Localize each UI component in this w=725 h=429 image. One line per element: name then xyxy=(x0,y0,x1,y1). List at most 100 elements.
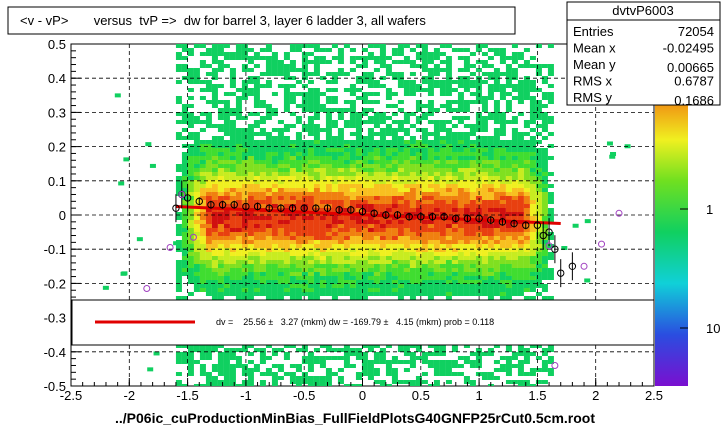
heatmap-cell xyxy=(289,44,296,48)
heatmap-cell xyxy=(391,148,398,152)
heatmap-cell xyxy=(181,200,188,204)
heatmap-cell xyxy=(385,280,392,284)
heatmap-cell xyxy=(451,212,458,216)
outlier-point xyxy=(143,285,151,293)
heatmap-cell xyxy=(361,60,368,64)
heatmap-cell xyxy=(391,248,398,252)
heatmap-cell xyxy=(283,372,290,376)
heatmap-cell xyxy=(223,264,230,268)
heatmap-cell xyxy=(475,356,482,360)
heatmap-cell xyxy=(421,228,428,232)
heatmap-cell xyxy=(385,92,392,96)
heatmap-cell xyxy=(307,292,314,296)
heatmap-cell xyxy=(205,216,212,220)
heatmap-cell xyxy=(463,284,470,288)
heatmap-cell xyxy=(481,276,488,280)
heatmap-cell xyxy=(301,184,308,188)
heatmap-cell xyxy=(187,88,194,92)
heatmap-cell xyxy=(391,208,398,212)
heatmap-cell xyxy=(331,164,338,168)
heatmap-cell xyxy=(277,224,284,228)
heatmap-cell xyxy=(397,136,404,140)
heatmap-cell xyxy=(529,224,536,228)
heatmap-cell xyxy=(205,116,212,120)
heatmap-cell xyxy=(481,100,488,104)
heatmap-cell xyxy=(445,164,452,168)
heatmap-cell xyxy=(259,220,266,224)
heatmap-cell xyxy=(523,288,530,292)
heatmap-cell xyxy=(289,64,296,68)
heatmap-cell xyxy=(325,368,332,372)
heatmap-cell xyxy=(187,348,194,352)
heatmap-cell xyxy=(343,228,350,232)
heatmap-cell xyxy=(265,280,272,284)
heatmap-cell xyxy=(211,212,218,216)
heatmap-cell xyxy=(289,48,296,52)
heatmap-cell xyxy=(391,140,398,144)
heatmap-cell xyxy=(505,144,512,148)
heatmap-cell xyxy=(307,244,314,248)
heatmap-cell xyxy=(373,252,380,256)
heatmap-cell xyxy=(199,260,206,264)
heatmap-cell xyxy=(193,120,200,124)
heatmap-cell xyxy=(439,44,446,48)
heatmap-cell xyxy=(181,236,188,240)
heatmap-cell xyxy=(295,264,302,268)
heatmap-cell xyxy=(409,180,416,184)
heatmap-cell xyxy=(199,44,206,48)
heatmap-cell xyxy=(415,156,422,160)
heatmap-cell xyxy=(223,172,230,176)
heatmap-cell xyxy=(283,104,290,108)
heatmap-cell xyxy=(283,156,290,160)
heatmap-cell xyxy=(403,248,410,252)
heatmap-cell xyxy=(469,148,476,152)
heatmap-cell xyxy=(511,44,518,48)
heatmap-cell xyxy=(445,200,452,204)
heatmap-cell xyxy=(451,348,458,352)
heatmap-cell xyxy=(487,280,494,284)
heatmap-cell xyxy=(247,280,254,284)
heatmap-cell xyxy=(493,252,500,256)
heatmap-cell xyxy=(355,128,362,132)
heatmap-cell xyxy=(175,284,182,288)
heatmap-cell xyxy=(295,228,302,232)
heatmap-cell xyxy=(541,348,548,352)
heatmap-cell xyxy=(307,216,314,220)
heatmap-cell xyxy=(259,268,266,272)
heatmap-cell xyxy=(337,276,344,280)
heatmap-cell xyxy=(541,232,548,236)
heatmap-cell xyxy=(271,160,278,164)
heatmap-cell xyxy=(421,52,428,56)
heatmap-cell xyxy=(193,116,200,120)
heatmap-cell xyxy=(541,116,548,120)
heatmap-cell xyxy=(247,200,254,204)
heatmap-cell xyxy=(421,220,428,224)
heatmap-cell xyxy=(181,108,188,112)
heatmap-cell xyxy=(439,80,446,84)
heatmap-cell xyxy=(259,144,266,148)
heatmap-cell xyxy=(241,132,248,136)
heatmap-cell xyxy=(445,264,452,268)
heatmap-cell xyxy=(235,272,242,276)
heatmap-cell xyxy=(493,208,500,212)
heatmap-cell xyxy=(175,272,182,276)
heatmap-cell xyxy=(181,244,188,248)
heatmap-cell xyxy=(373,216,380,220)
heatmap-cell xyxy=(211,272,218,276)
heatmap-cell xyxy=(517,208,524,212)
heatmap-cell xyxy=(259,212,266,216)
heatmap-cell xyxy=(235,44,242,48)
heatmap-cell xyxy=(187,192,194,196)
heatmap-cell xyxy=(271,196,278,200)
heatmap-cell xyxy=(391,240,398,244)
heatmap-cell xyxy=(463,104,470,108)
profile-point xyxy=(288,204,297,212)
heatmap-cell xyxy=(223,352,230,356)
heatmap-cell xyxy=(529,96,536,100)
heatmap-cell xyxy=(349,196,356,200)
heatmap-cell xyxy=(229,92,236,96)
heatmap-cell xyxy=(505,92,512,96)
heatmap-cell xyxy=(439,268,446,272)
heatmap-cell xyxy=(439,364,446,368)
heatmap-cell xyxy=(535,228,542,232)
